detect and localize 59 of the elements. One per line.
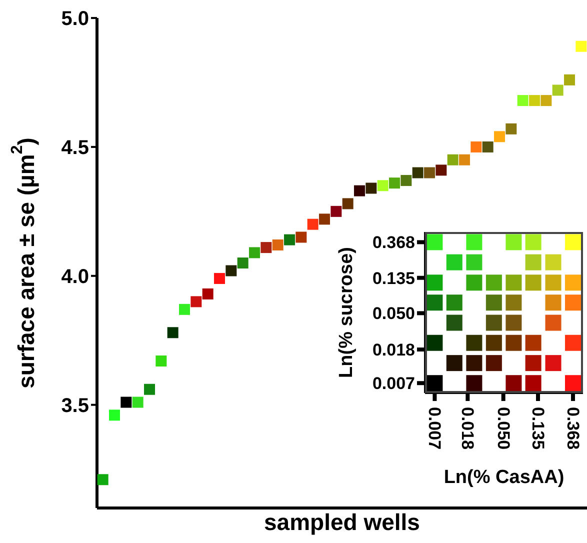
point bbox=[144, 384, 155, 395]
point bbox=[400, 174, 412, 186]
point bbox=[179, 304, 190, 315]
point bbox=[330, 206, 342, 217]
y-tick-label: 0.007 bbox=[372, 374, 415, 394]
point bbox=[529, 95, 540, 106]
point bbox=[237, 258, 248, 268]
point bbox=[202, 288, 214, 300]
point bbox=[436, 164, 447, 176]
point bbox=[377, 180, 388, 192]
x-axis-title: Ln(% CasAA) bbox=[444, 467, 564, 488]
point bbox=[576, 40, 587, 52]
y-tick-label: 4.5 bbox=[61, 137, 89, 160]
point bbox=[109, 410, 120, 421]
point bbox=[342, 198, 354, 210]
point bbox=[389, 178, 400, 189]
point bbox=[120, 396, 132, 408]
y-tick-label: 0.050 bbox=[372, 304, 415, 324]
y-tick-label: 0.135 bbox=[372, 268, 415, 288]
point bbox=[132, 396, 144, 408]
point bbox=[494, 131, 505, 142]
point bbox=[214, 272, 225, 284]
x-tick-label: 0.368 bbox=[564, 407, 583, 450]
point bbox=[226, 265, 237, 276]
point bbox=[97, 474, 108, 486]
point bbox=[447, 154, 458, 166]
point bbox=[260, 242, 272, 254]
point bbox=[564, 74, 575, 86]
x-tick-label: 0.050 bbox=[494, 407, 513, 450]
point bbox=[319, 214, 330, 225]
point bbox=[249, 247, 260, 258]
y-tick-label: 4.0 bbox=[61, 266, 89, 288]
point bbox=[167, 327, 178, 338]
point bbox=[354, 185, 365, 196]
point bbox=[156, 356, 167, 366]
point bbox=[470, 141, 482, 152]
point bbox=[412, 167, 424, 178]
y-tick-label: 0.368 bbox=[372, 233, 415, 252]
point bbox=[459, 154, 470, 166]
point bbox=[190, 296, 202, 308]
x-axis-title: sampled wells bbox=[264, 509, 420, 535]
point bbox=[284, 234, 295, 246]
point bbox=[482, 141, 494, 152]
x-tick-label: 0.018 bbox=[458, 407, 478, 450]
y-tick-label: 3.5 bbox=[61, 394, 89, 417]
y-tick-label: 0.018 bbox=[372, 340, 415, 360]
x-tick-label: 0.135 bbox=[528, 407, 548, 450]
point bbox=[552, 84, 564, 96]
point bbox=[517, 95, 528, 106]
point bbox=[307, 218, 318, 230]
point bbox=[540, 95, 552, 106]
point bbox=[366, 182, 377, 194]
point bbox=[272, 239, 284, 250]
x-tick-label: 0.007 bbox=[425, 407, 444, 450]
point bbox=[424, 167, 435, 178]
point bbox=[506, 123, 517, 134]
point bbox=[296, 232, 307, 243]
y-axis-title: Ln(% sucrose) bbox=[336, 247, 356, 378]
y-tick-label: 5.0 bbox=[61, 8, 89, 30]
